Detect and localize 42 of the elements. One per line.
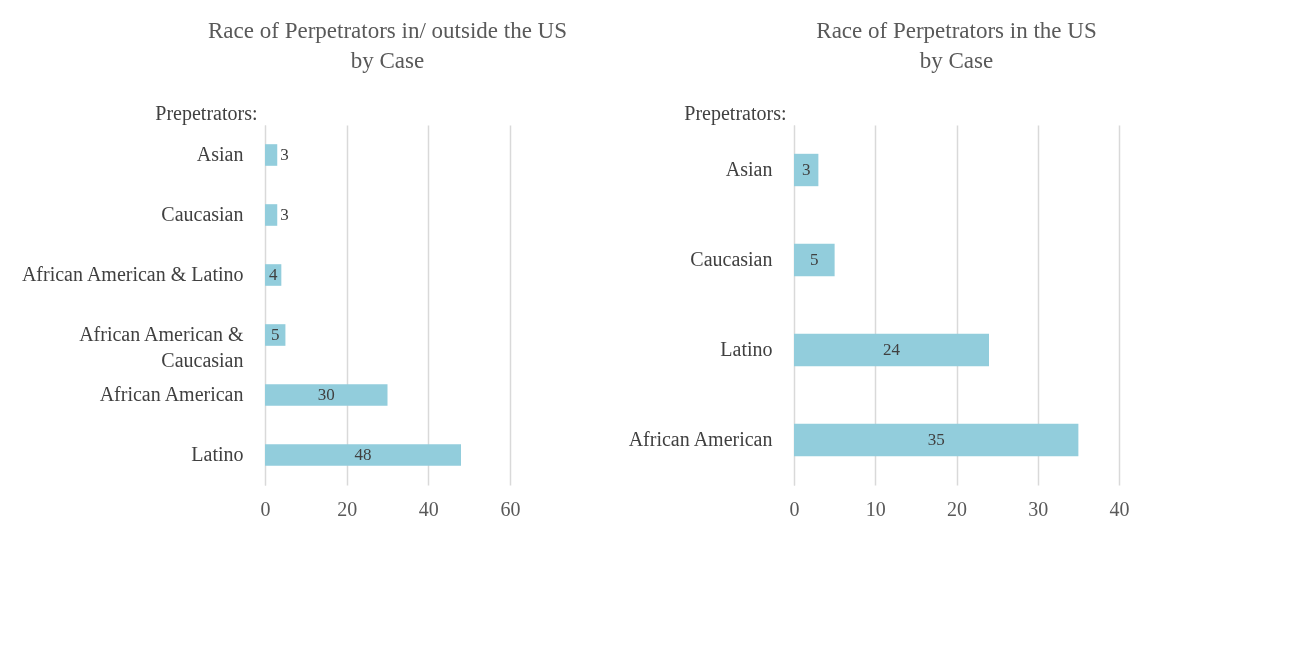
chart-title: Race of Perpetrators in/ outside the US by Case [208, 18, 567, 73]
bar [794, 153, 819, 187]
bar [794, 423, 1079, 457]
y-tick-label: Asian [196, 143, 244, 165]
bar [265, 204, 278, 226]
data-label: 35 [927, 430, 945, 449]
x-tick-label: 10 [865, 497, 886, 520]
y-tick-label: African American [628, 428, 773, 450]
y-tick-label: Latino [720, 338, 773, 360]
y-tick-label: Latino [191, 443, 244, 465]
x-tick-label: 40 [1109, 497, 1130, 520]
bar [265, 144, 278, 166]
data-label: 3 [280, 145, 289, 164]
x-tick-label: 30 [1028, 497, 1049, 520]
data-label: 5 [810, 250, 819, 269]
x-tick-label: 40 [418, 497, 439, 520]
data-label: 24 [883, 340, 901, 359]
x-tick-label: 0 [260, 497, 271, 520]
y-tick-label: Caucasian [690, 248, 773, 270]
y-tick-label: African American [99, 383, 244, 405]
data-label: 4 [268, 265, 278, 284]
data-label: 48 [354, 445, 372, 464]
bar [794, 333, 989, 367]
data-label: 3 [280, 205, 289, 224]
y-tick-label: Asian [725, 158, 773, 180]
chart-title: Race of Perpetrators in the US by Case [816, 18, 1097, 73]
x-tick-label: 60 [500, 497, 521, 520]
bar [265, 384, 388, 406]
bar [794, 243, 835, 277]
x-tick-label: 0 [789, 497, 800, 520]
data-label: 5 [270, 325, 280, 344]
bar [265, 444, 461, 466]
y-axis-title: Prepetrators: [684, 101, 787, 125]
y-tick-label: African American & Caucasian [79, 323, 244, 371]
x-tick-label: 20 [947, 497, 967, 520]
data-label: 30 [317, 385, 335, 404]
y-tick-label: Caucasian [161, 203, 244, 225]
y-tick-label: African American & Latino [21, 263, 244, 285]
bar [265, 324, 286, 346]
x-tick-label: 20 [337, 497, 358, 520]
data-label: 3 [801, 160, 811, 179]
y-axis-title: Prepetrators: [155, 101, 258, 125]
